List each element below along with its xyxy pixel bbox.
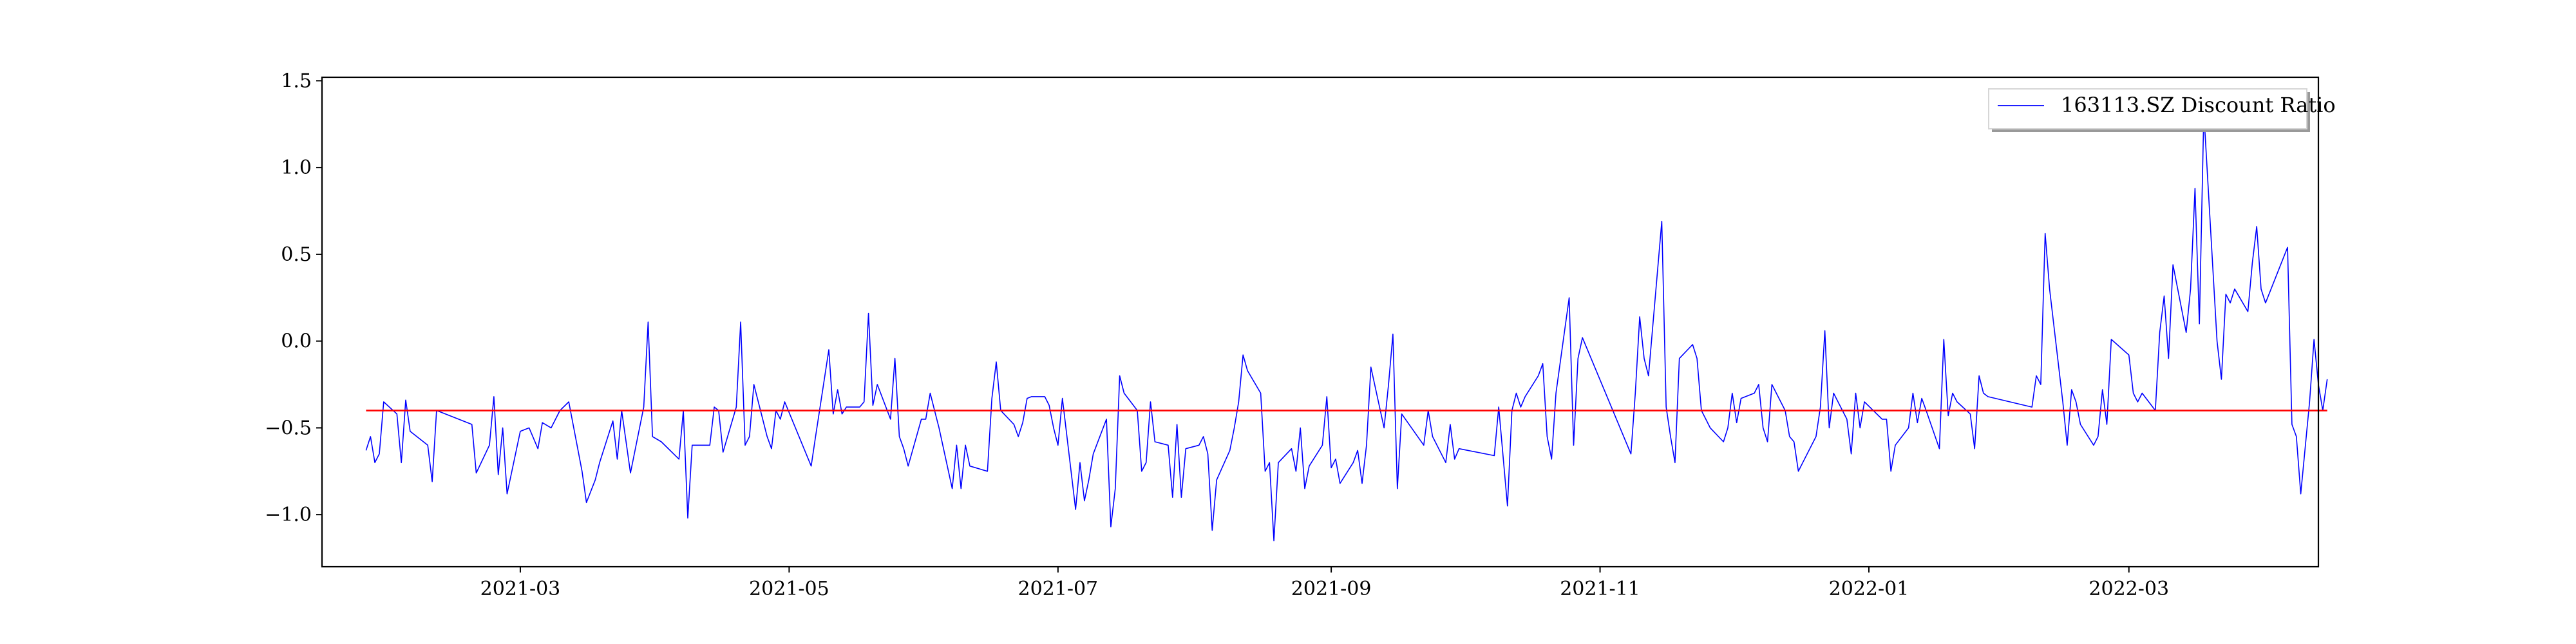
x-tick-label: 2021-09: [1291, 578, 1372, 600]
legend-label: 163113.SZ Discount Ratio: [2061, 93, 2336, 117]
plot-frame: [321, 76, 2320, 568]
x-tick-label: 2021-07: [1018, 578, 1098, 600]
legend-box: [1988, 88, 2307, 129]
y-tick-label: 0.5: [281, 243, 312, 266]
x-axis: 2021-03 2021-05 2021-07 2021-09 2021-11 2022-…: [480, 567, 2169, 600]
legend: 163113.SZ Discount Ratio: [1988, 88, 2336, 132]
x-tick-label: 2022-01: [1829, 578, 1909, 600]
y-axis: −1.0 −0.5 0.0 0.5 1.0 1.5: [265, 70, 322, 526]
y-tick-label: 1.5: [281, 70, 312, 92]
series-layer: [365, 111, 2328, 542]
y-tick-label: 0.0: [281, 330, 312, 353]
discount-ratio-line: [365, 111, 2328, 542]
y-tick-label: −1.0: [265, 504, 312, 526]
y-tick-label: −0.5: [265, 417, 312, 439]
x-tick-label: 2021-05: [749, 578, 829, 600]
x-tick-label: 2021-11: [1560, 578, 1640, 600]
x-tick-label: 2021-03: [480, 578, 561, 600]
y-tick-label: 1.0: [281, 156, 312, 179]
plot-area: [322, 77, 2318, 567]
x-tick-label: 2022-03: [2088, 578, 2169, 600]
